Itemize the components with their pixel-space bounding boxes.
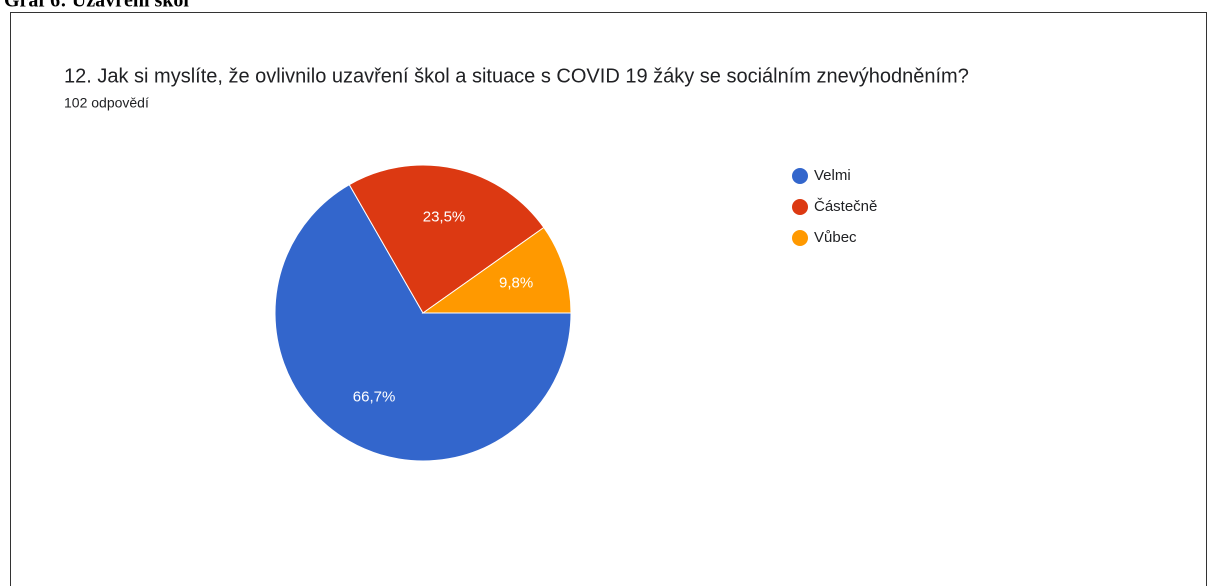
pie-slice xyxy=(348,164,545,314)
data-label: 23,5% xyxy=(423,209,466,226)
pie-slice xyxy=(421,226,572,314)
data-label: 66,7% xyxy=(353,389,396,406)
legend-swatch xyxy=(792,199,808,215)
caption: Graf 6: Uzavření škol xyxy=(4,0,189,12)
legend-label: Částečně xyxy=(814,198,877,215)
pie-slice xyxy=(274,183,572,462)
chart-title: 12. Jak si myslíte, že ovlivnilo uzavřen… xyxy=(64,65,969,87)
legend-label: Vůbec xyxy=(814,229,857,246)
legend-label: Velmi xyxy=(814,167,851,184)
legend-swatch xyxy=(792,230,808,246)
legend-swatch xyxy=(792,168,808,184)
data-label: 9,8% xyxy=(499,274,533,291)
card xyxy=(10,12,1207,586)
chart-subtitle: 102 odpovědí xyxy=(64,95,149,111)
